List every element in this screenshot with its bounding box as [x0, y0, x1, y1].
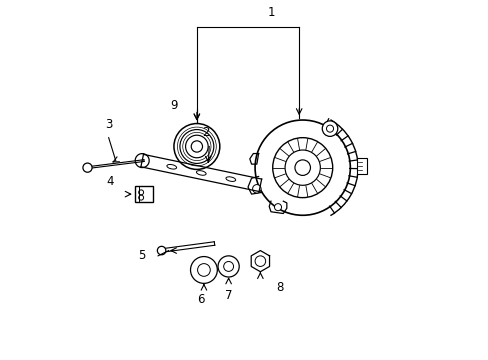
Circle shape	[197, 264, 210, 276]
Text: 4: 4	[106, 175, 114, 188]
Circle shape	[139, 190, 143, 195]
Ellipse shape	[166, 165, 176, 169]
Circle shape	[272, 138, 332, 198]
Polygon shape	[251, 251, 269, 272]
Text: 3: 3	[105, 118, 112, 131]
Circle shape	[252, 185, 261, 193]
Circle shape	[191, 141, 202, 152]
Text: 5: 5	[138, 249, 145, 262]
Bar	[135, 186, 153, 202]
Circle shape	[139, 195, 143, 200]
Text: 9: 9	[170, 99, 177, 112]
Circle shape	[83, 163, 92, 172]
Circle shape	[255, 120, 349, 215]
Circle shape	[223, 261, 233, 271]
Text: 1: 1	[266, 6, 274, 19]
Circle shape	[157, 246, 165, 255]
Circle shape	[285, 150, 320, 185]
Circle shape	[185, 135, 208, 158]
Circle shape	[255, 256, 265, 266]
Ellipse shape	[196, 171, 206, 175]
Text: 7: 7	[224, 289, 232, 302]
Circle shape	[190, 257, 217, 283]
Text: 2: 2	[202, 126, 209, 139]
Circle shape	[180, 130, 213, 163]
Circle shape	[326, 125, 333, 132]
Circle shape	[218, 256, 239, 277]
Ellipse shape	[225, 177, 235, 181]
Text: 6: 6	[196, 293, 203, 306]
Text: 8: 8	[276, 280, 283, 293]
Circle shape	[174, 123, 219, 170]
Circle shape	[274, 204, 281, 211]
Polygon shape	[141, 154, 261, 192]
FancyBboxPatch shape	[356, 158, 366, 174]
Circle shape	[322, 121, 337, 136]
Circle shape	[294, 160, 310, 175]
